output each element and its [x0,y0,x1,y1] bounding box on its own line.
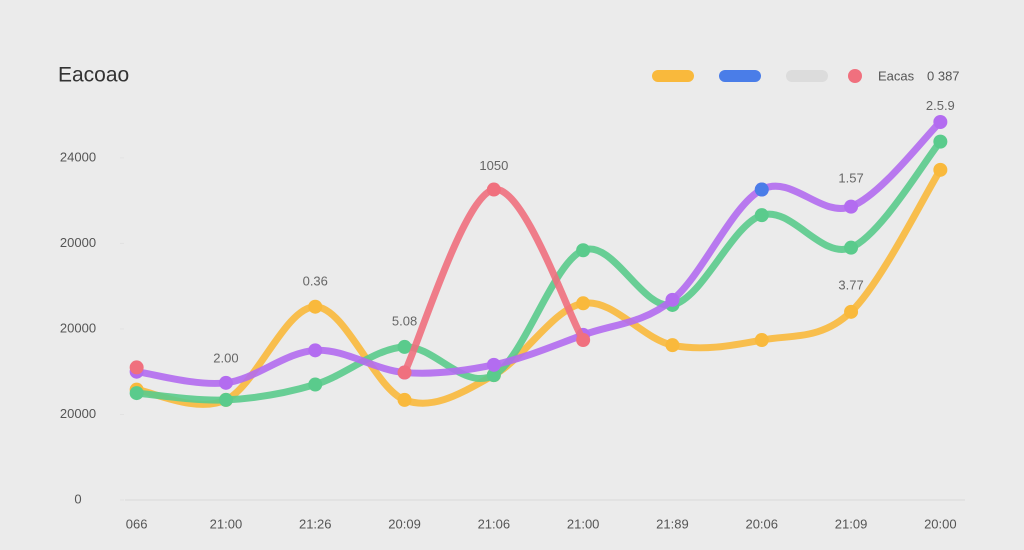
x-tick-label: 21:26 [299,516,332,531]
x-tick-label: 21:89 [656,516,689,531]
point [397,339,412,354]
x-tick-label: 21:00 [210,516,243,531]
legend-swatch [719,70,761,82]
y-tick-label: 20000 [60,235,96,250]
point [397,365,412,380]
point [665,338,680,353]
point [218,392,233,407]
x-tick-label: 21:06 [478,516,511,531]
x-tick-label: 20:06 [745,516,778,531]
annotation: 1.57 [838,171,863,186]
point [218,375,233,390]
series-line [133,138,944,404]
legend-swatch [652,70,694,82]
annotation: 5.08 [392,314,417,329]
annotation: 1050 [479,158,508,173]
annotation: 2.00 [213,350,238,365]
annotation: 3.77 [838,278,863,293]
point [933,134,948,149]
legend-swatch [848,69,862,83]
series-line [133,118,944,387]
point [397,392,412,407]
point [844,304,859,319]
legend-label: 0 387 [927,68,960,83]
annotation: 0.36 [303,273,328,288]
point [844,240,859,255]
point [844,199,859,214]
point [308,377,323,392]
point [754,182,769,197]
y-tick-label: 24000 [60,149,96,164]
point [665,292,680,307]
chart-title: Eacoao [58,64,129,87]
legend-label: Eacas [878,68,915,83]
x-tick-label: 20:09 [388,516,421,531]
x-tick-label: 066 [126,516,148,531]
point [576,296,591,311]
point [576,243,591,258]
point [754,333,769,348]
x-tick-label: 21:09 [835,516,868,531]
point [486,368,501,383]
point [486,182,501,197]
point [576,333,591,348]
y-tick-label: 0 [74,491,81,506]
point [933,162,948,177]
x-tick-label: 21:00 [567,516,600,531]
point [308,299,323,314]
y-tick-label: 20000 [60,406,96,421]
point [486,357,501,372]
point [129,360,144,375]
y-tick-label: 20000 [60,320,96,335]
series-line [133,166,944,408]
x-tick-label: 20:00 [924,516,957,531]
point [933,114,948,129]
point [308,343,323,358]
legend-swatch [786,70,828,82]
point [129,386,144,401]
annotation: 2.5.9 [926,98,955,113]
point [754,208,769,223]
